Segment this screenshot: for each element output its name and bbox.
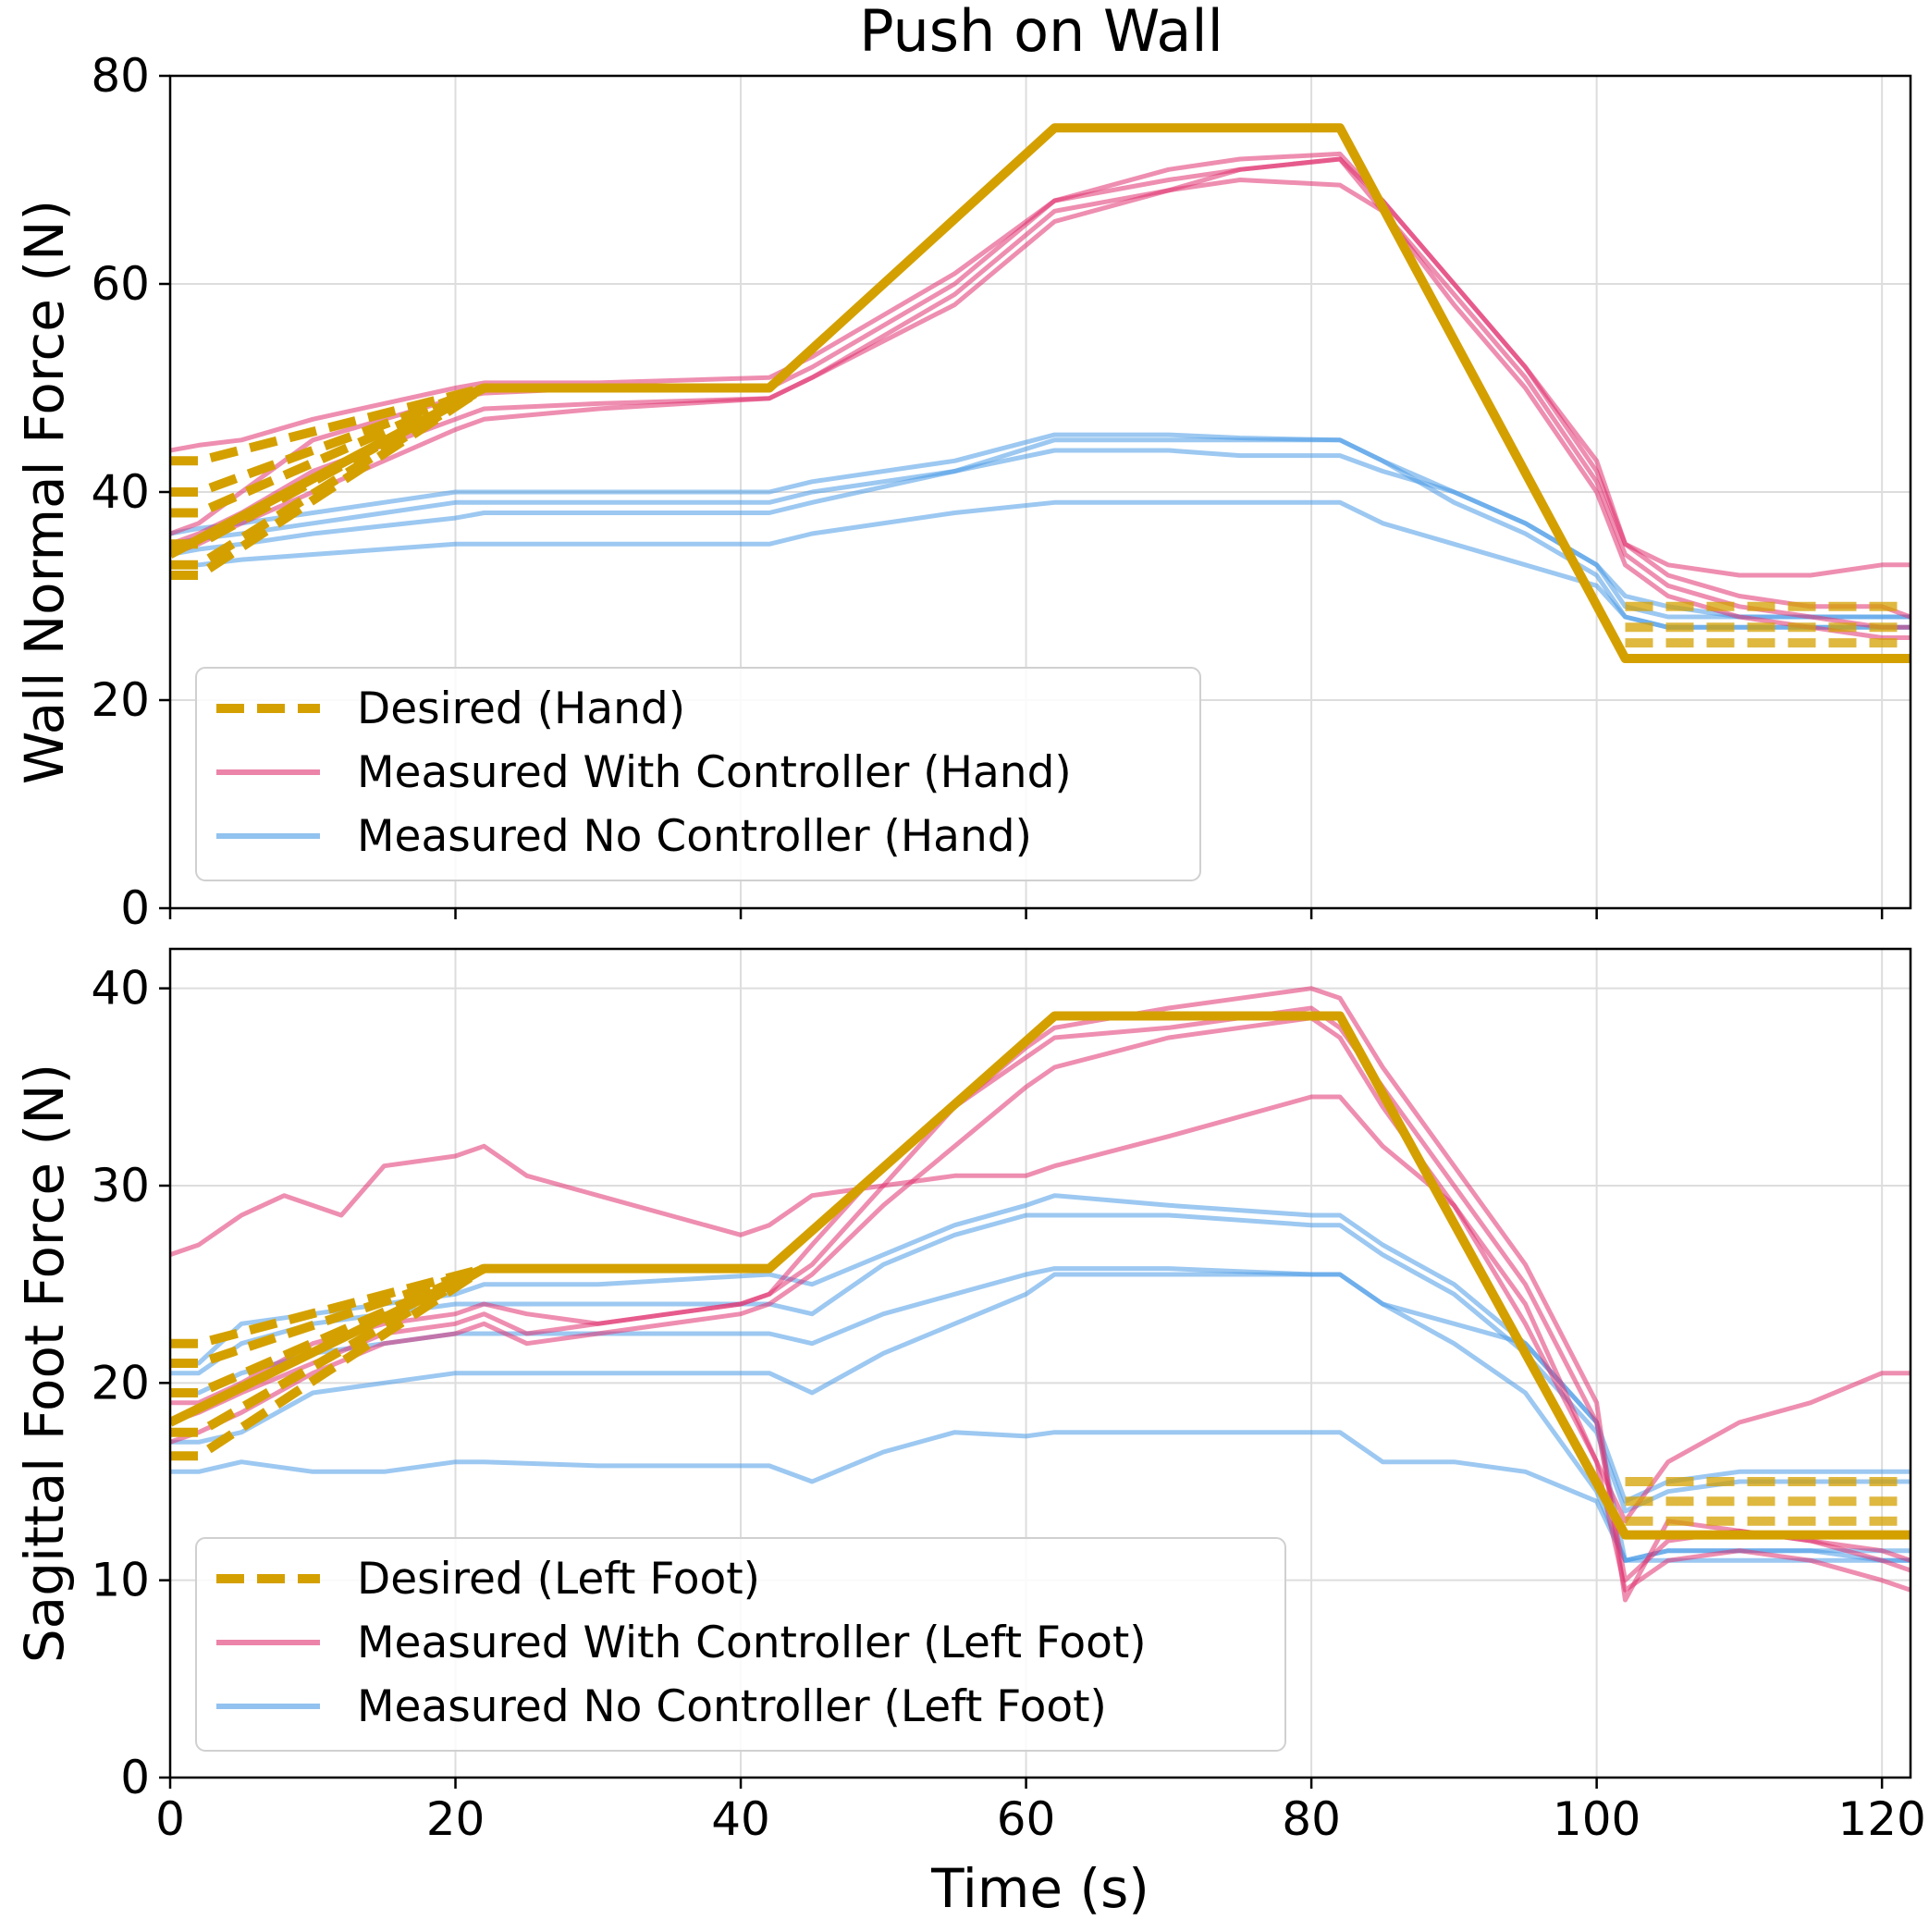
with-controller-series-line-11 bbox=[170, 1005, 1911, 1583]
with-controller-series-line-13 bbox=[170, 156, 1911, 640]
y-axis-label: Wall Normal Force (N) bbox=[13, 200, 76, 784]
with-controller-series-line-12 bbox=[170, 178, 1911, 630]
y-tick-label: 40 bbox=[91, 465, 150, 519]
no-controller-series-line-16 bbox=[170, 1272, 1911, 1563]
with-controller-series-line-12 bbox=[170, 1015, 1911, 1593]
x-tick-label: 60 bbox=[997, 1792, 1056, 1846]
desired-series-line-2 bbox=[170, 1263, 485, 1368]
desired-series-line-2 bbox=[170, 383, 486, 497]
x-axis-label: Time (s) bbox=[930, 1857, 1149, 1920]
x-tick-label: 0 bbox=[155, 1792, 185, 1846]
y-tick-label: 40 bbox=[91, 962, 150, 1015]
legend: Desired (Left Foot) Measured With Control… bbox=[195, 1537, 1286, 1752]
no-controller-series-line-14 bbox=[170, 432, 1911, 620]
desired-series-line-3 bbox=[170, 383, 486, 518]
y-tick-label: 20 bbox=[91, 1356, 150, 1409]
legend-label: Desired (Hand) bbox=[357, 683, 685, 734]
desired-series-line-1 bbox=[170, 383, 485, 466]
y-tick-label: 20 bbox=[91, 673, 150, 727]
legend-box bbox=[195, 667, 1201, 881]
figure-title: Push on Wall bbox=[859, 0, 1223, 65]
y-tick-label: 10 bbox=[91, 1554, 150, 1607]
y-tick-label: 30 bbox=[91, 1159, 150, 1212]
legend-label: Desired (Left Foot) bbox=[357, 1554, 760, 1605]
panel-bottom: 0 20 40 60 80 100 120 0 10 20 30 40 Sagittal Foot Fo… bbox=[13, 947, 1926, 1920]
desired-series-line-4 bbox=[170, 384, 486, 549]
x-tick-label: 20 bbox=[426, 1792, 485, 1846]
legend-label: Measured No Controller (Hand) bbox=[357, 811, 1032, 862]
desired-series-line-1 bbox=[170, 1263, 485, 1348]
x-tick-label: 40 bbox=[711, 1792, 770, 1846]
legend-box bbox=[195, 1537, 1286, 1752]
panel-top: 0 20 40 60 80 Wall Normal Force (N) Desired (H… bbox=[13, 49, 1912, 935]
x-tick-label: 80 bbox=[1282, 1792, 1341, 1846]
legend-label: Measured No Controller (Left Foot) bbox=[357, 1681, 1107, 1732]
plot-area bbox=[170, 986, 1911, 1603]
axes-frame bbox=[168, 947, 1912, 1779]
desired-series-line-3 bbox=[170, 1264, 486, 1397]
legend-label: Measured With Controller (Hand) bbox=[357, 747, 1072, 798]
with-controller-series-line-10 bbox=[170, 151, 1911, 578]
legend-label: Measured With Controller (Left Foot) bbox=[357, 1618, 1147, 1668]
legend: Desired (Hand) Measured With Controller (… bbox=[195, 667, 1201, 881]
y-tick-label: 0 bbox=[120, 1751, 150, 1804]
y-tick-label: 60 bbox=[91, 257, 150, 311]
x-tick-label: 120 bbox=[1837, 1792, 1925, 1846]
desired-series-line-6 bbox=[170, 384, 487, 580]
desired-series-line-5 bbox=[170, 1264, 487, 1461]
y-tick-label: 0 bbox=[120, 881, 150, 935]
desired-series-line-4 bbox=[170, 1264, 486, 1437]
y-axis-label: Sagittal Foot Force (N) bbox=[13, 1064, 76, 1663]
y-tick-label: 80 bbox=[91, 49, 150, 103]
x-tick-label: 100 bbox=[1553, 1792, 1640, 1846]
plot-area bbox=[170, 123, 1911, 663]
